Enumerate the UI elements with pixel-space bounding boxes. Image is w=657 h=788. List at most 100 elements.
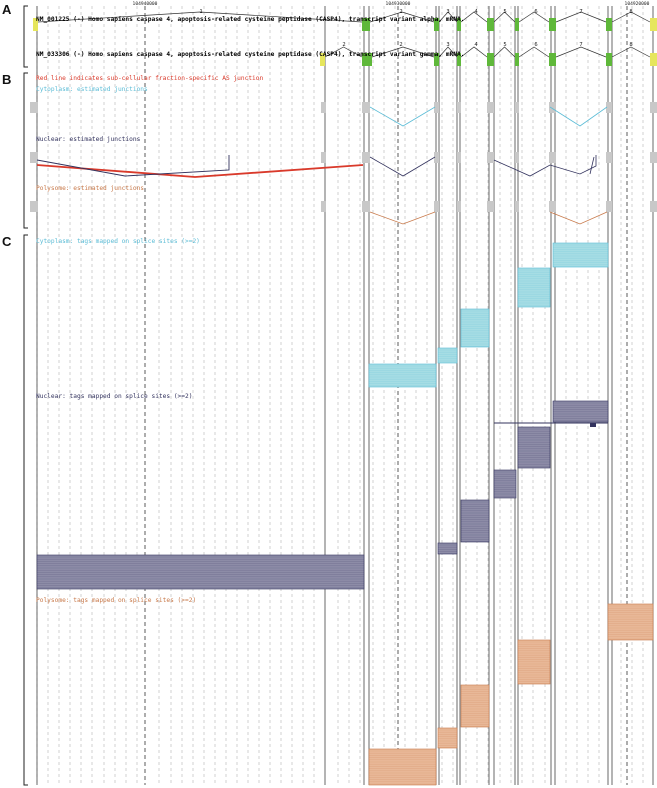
panel-c-bracket <box>23 234 28 786</box>
cyto-tag-4-box <box>437 347 458 364</box>
polysome-junction-2 <box>549 211 608 225</box>
cyto-tag-2 <box>517 267 551 308</box>
coordinate-label-2: 104930000 <box>386 1 411 7</box>
polysome-tag-2-box <box>517 639 551 685</box>
transcript-2-exon-7 <box>606 53 612 66</box>
nuclear-tag-2 <box>517 426 551 469</box>
transcript-2-intron-1 <box>371 46 435 58</box>
nuclear-tag-5-box <box>437 542 458 555</box>
cyto-junction-exon-0 <box>30 102 38 113</box>
transcript-1-exon-2 <box>434 18 439 31</box>
poly-junction-exon-2 <box>362 201 370 212</box>
estimated-junctions <box>30 102 657 225</box>
transcript-2-exon-2 <box>434 53 439 66</box>
poly-junction-exon-3 <box>434 201 439 212</box>
transcript-models <box>33 11 657 66</box>
exon-labels-1-1: 2 <box>399 9 402 15</box>
transcript-2-exon-numbers: 2 2 3 4 5 6 7 8 <box>342 42 632 48</box>
polysome-tag-1 <box>607 603 654 641</box>
nuclear-junction-1 <box>36 155 230 177</box>
poly-junction-exon-7 <box>549 201 556 212</box>
cyto-tag-5 <box>368 363 437 388</box>
poly-junction-exon-5 <box>487 201 494 212</box>
exon-labels-2-2: 3 <box>446 42 449 48</box>
cyto-junction-exon-9 <box>650 102 657 113</box>
transcript-1-exon-0 <box>33 18 38 31</box>
nuclear-junction-3 <box>493 155 597 177</box>
panel-a-bracket <box>23 5 28 68</box>
nuclear-tag-3-box <box>493 469 517 499</box>
transcript-1-exon-7 <box>606 18 612 31</box>
nuc-junction-exon-3 <box>434 152 439 163</box>
transcript-2-exon-1 <box>362 53 372 66</box>
nuclear-junction-4 <box>589 156 595 175</box>
coordinate-label-1: 104940000 <box>133 1 158 7</box>
transcript-2-intron-0 <box>324 46 363 58</box>
transcript-1-intron-7 <box>611 11 651 23</box>
poly-junction-exon-1 <box>321 201 326 212</box>
polysome-tag-4 <box>437 727 458 749</box>
transcript-2-intron-6 <box>555 46 607 58</box>
poly-junction-exon-6 <box>515 201 519 212</box>
nuclear-tag-6-box <box>36 554 365 590</box>
exon-labels-2-7: 8 <box>629 42 632 48</box>
cyto-tag-1 <box>552 242 609 268</box>
transcript-1-exon-5 <box>515 18 519 31</box>
transcript-1-exon-8 <box>650 18 657 31</box>
exon-labels-2-4: 5 <box>503 42 506 48</box>
exon-labels-2-6: 7 <box>579 42 582 48</box>
panel-b-bracket <box>23 72 28 229</box>
transcript-1-exon-6 <box>549 18 556 31</box>
transcript-2-name: NM_033306 (-) Homo sapiens caspase 4, ap… <box>36 50 464 58</box>
transcript-2-exon-4 <box>487 53 494 66</box>
transcript-1-exon-4 <box>487 18 494 31</box>
polysome-tag-2 <box>517 639 551 685</box>
specific-junction-note: Red line indicates sub-cellular fraction… <box>36 75 264 82</box>
polysome-tag-3-box <box>460 684 490 728</box>
poly-junction-exon-0 <box>30 201 38 212</box>
transcript-2-intron-3 <box>460 46 488 58</box>
transcript-1-intron-5 <box>518 11 550 23</box>
poly-junction-exon-8 <box>606 201 612 212</box>
exon-labels-1-2: 3 <box>446 9 449 15</box>
nuclear-tag-4-box <box>460 499 490 543</box>
cyto-junction-1 <box>369 106 436 127</box>
nuc-junction-exon-6 <box>515 152 519 163</box>
cyto-tag-3 <box>460 308 490 348</box>
transcript-1-exon-3 <box>457 18 461 31</box>
transcript-2-exon-5 <box>515 53 519 66</box>
exon-labels-1-6: 7 <box>579 9 582 15</box>
exon-labels-2-0: 2 <box>342 42 345 48</box>
exon-labels-1-3: 4 <box>474 9 478 15</box>
exon-labels-1-0: 1 <box>199 9 202 15</box>
nuc-junction-exon-7 <box>549 152 556 163</box>
cyto-junction-exon-6 <box>515 102 519 113</box>
polysome-tag-5-box <box>368 748 437 786</box>
exon-labels-1-4: 5 <box>503 9 506 15</box>
cyto-junction-exon-5 <box>487 102 494 113</box>
nuclear-tag-2-box <box>517 426 551 469</box>
exon-labels-2-1: 2 <box>399 42 402 48</box>
nuclear-tags-label: Nuclear: tags mapped on splice sites (>=… <box>36 393 192 400</box>
nuc-junction-exon-0 <box>30 152 38 163</box>
polysome-tag-3 <box>460 684 490 728</box>
nuclear-tag-1-box <box>552 400 609 423</box>
nuclear-tag-5 <box>437 542 458 555</box>
nuc-junction-exon-8 <box>606 152 612 163</box>
panel-letter-a: A <box>2 2 12 17</box>
cyto-tag-4 <box>437 347 458 364</box>
exon-labels-1-7: 8 <box>629 9 632 15</box>
panel-letter-b: B <box>2 72 11 87</box>
transcript-1-intron-0 <box>37 11 363 23</box>
transcript-2-exon-3 <box>457 53 461 66</box>
transcript-1-intron-6 <box>555 11 607 23</box>
polysome-tag-5 <box>368 748 437 786</box>
transcript-1-intron-2 <box>438 11 458 23</box>
polysome-tag-1-box <box>607 603 654 641</box>
transcript-2-intron-7 <box>611 46 651 58</box>
polysome-junction-label: Polysome: estimated junctions <box>36 185 144 192</box>
nuclear-tag-6 <box>36 554 365 590</box>
exon-labels-2-5: 6 <box>534 42 537 48</box>
cyto-junction-exon-7 <box>549 102 556 113</box>
